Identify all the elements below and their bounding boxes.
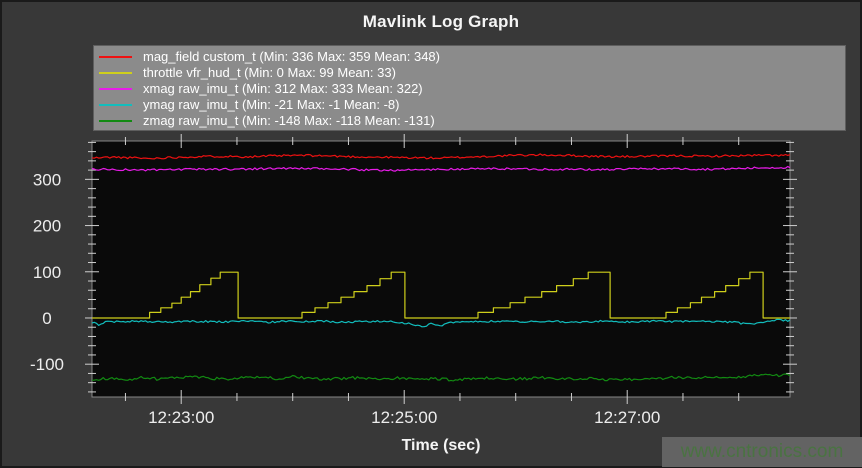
series-xmag-line: [91, 165, 791, 172]
series-zmag-line: [91, 373, 791, 382]
legend-entry-label: xmag raw_imu_t (Min: 312 Max: 333 Mean: …: [143, 81, 423, 96]
x-tick-label: 12:23:00: [148, 408, 214, 427]
legend-color-swatch: [99, 120, 132, 122]
x-axis-label: Time (sec): [401, 437, 481, 454]
legend-entry-zmag: zmag raw_imu_t (Min: -148 Max: -118 Mean…: [94, 113, 845, 129]
series-throttle-line: [92, 271, 790, 319]
y-tick-label: 300: [33, 170, 61, 189]
chart-title: Mavlink Log Graph: [362, 12, 520, 31]
y-tick-label: 0: [42, 309, 51, 328]
series-ymag-line: [91, 318, 791, 328]
legend-color-swatch: [99, 88, 132, 90]
legend-box: mag_field custom_t (Min: 336 Max: 359 Me…: [93, 45, 846, 131]
plot-area: [91, 140, 791, 398]
watermark-box: www.cntronics.com: [662, 437, 862, 467]
legend-color-swatch: [99, 56, 132, 58]
watermark-text: www.cntronics.com: [680, 441, 844, 462]
legend-entry-label: mag_field custom_t (Min: 336 Max: 359 Me…: [143, 49, 440, 64]
legend-entry-label: throttle vfr_hud_t (Min: 0 Max: 99 Mean:…: [143, 65, 396, 80]
y-tick-label: -100: [30, 355, 64, 374]
legend-entry-mag-field: mag_field custom_t (Min: 336 Max: 359 Me…: [94, 49, 845, 65]
y-tick-label: 100: [33, 263, 61, 282]
series-mag_field-line: [91, 153, 791, 160]
y-tick-label: 200: [33, 217, 61, 236]
x-tick-label: 12:25:00: [371, 408, 437, 427]
legend-entry-xmag: xmag raw_imu_t (Min: 312 Max: 333 Mean: …: [94, 81, 845, 97]
legend-entry-ymag: ymag raw_imu_t (Min: -21 Max: -1 Mean: -…: [94, 97, 845, 113]
legend-color-swatch: [99, 104, 132, 106]
x-tick-label: 12:27:00: [594, 408, 660, 427]
legend-entry-throttle: throttle vfr_hud_t (Min: 0 Max: 99 Mean:…: [94, 65, 845, 81]
legend-color-swatch: [99, 72, 132, 74]
legend-entry-label: ymag raw_imu_t (Min: -21 Max: -1 Mean: -…: [143, 97, 400, 112]
legend-entry-label: zmag raw_imu_t (Min: -148 Max: -118 Mean…: [143, 113, 435, 128]
